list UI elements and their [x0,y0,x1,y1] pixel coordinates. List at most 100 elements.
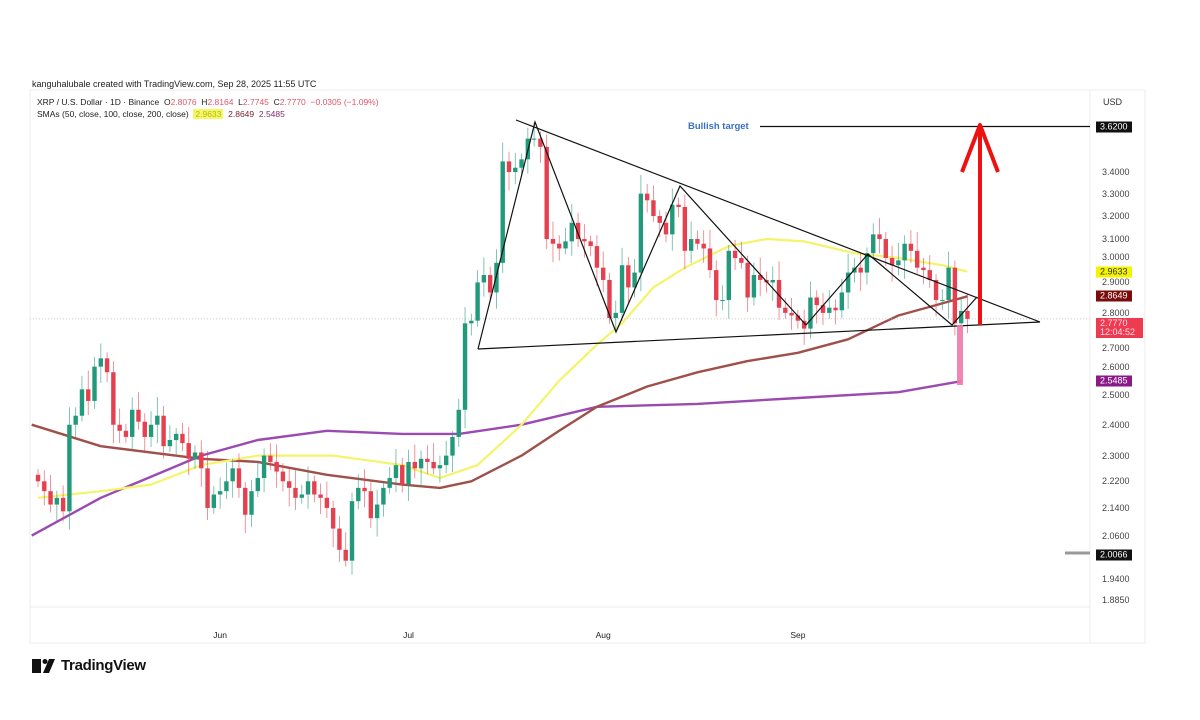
candle-body [619,265,625,313]
candle-down [199,440,204,487]
candle-body [877,234,882,240]
candle-body [538,138,543,147]
candle-up [456,398,461,447]
candle-up [54,490,60,521]
candle-body [462,323,468,410]
candle-up [406,449,411,501]
candle-body [544,146,549,240]
candle-body [682,206,688,251]
candle-body [167,440,173,447]
time-tick-label: Jul [403,630,414,640]
low-value: 2.7745 [242,97,269,107]
candle-up [619,247,625,321]
candle-body [732,250,738,258]
last-price-value: 2.7770 [1100,317,1128,328]
candle-body [418,458,424,469]
candle-up [827,290,832,319]
candle-up [305,466,311,509]
candle-down [695,230,700,250]
high-label: H [201,97,208,107]
price-tick-label: 2.2200 [1102,476,1130,487]
candle-down [274,444,279,488]
candle-body [827,307,832,313]
chart-frame [29,89,1146,644]
candle-body [588,241,593,247]
candle-up [261,448,267,493]
candle-body [368,491,374,519]
candle-up [167,425,173,453]
candle-body [889,257,895,266]
candle-down [701,230,706,263]
sma50-value: 2.9633 [193,109,224,119]
candle-up [349,492,355,575]
candle-body [946,267,951,301]
tradingview-logo[interactable]: TradingView [32,657,146,674]
candle-body [54,497,60,505]
candle-down [732,239,738,271]
candle-body [148,424,154,437]
candle-body [305,481,311,495]
candle-up [230,458,235,498]
candle-body [35,474,41,482]
candle-down [594,235,600,287]
candle-body [318,494,323,498]
candle-down [858,252,863,292]
candle-down [965,293,970,334]
candle-down [487,266,493,301]
candle-up [92,356,97,409]
candle-body [858,267,863,273]
candle-down [663,211,669,243]
currency-label: USD [1103,97,1123,107]
candle-up [437,455,443,483]
candle-down [676,197,681,217]
candle-up [393,448,399,493]
triangle-lower-trendline [477,321,1041,350]
candle-body [211,494,217,508]
candle-body [707,248,713,271]
sma-line-sma200 [31,380,962,537]
candle-down [588,235,593,257]
symbol-legend[interactable]: XRP / U.S. Dollar · 1D · Binance O2.8076… [37,97,379,107]
candle-up [462,307,468,429]
price-tick-label: 1.9400 [1102,574,1130,585]
candle-body [933,279,939,301]
candle-body [48,491,53,505]
candle-down [795,309,801,329]
candle-down [626,256,631,304]
sma-legend[interactable]: SMAs (50, close, 100, close, 200, close)… [37,109,285,119]
candle-down [412,444,417,479]
candle-body [644,193,650,201]
candle-up [130,397,135,452]
candle-up [67,407,72,530]
candle-up [356,474,361,510]
candle-body [349,501,355,561]
candle-down [324,481,330,518]
candle-up [494,249,499,309]
price-tick-label: 3.0000 [1102,251,1130,262]
candle-body [676,204,681,207]
candle-body [663,222,669,235]
candle-body [236,468,242,488]
candle-body [92,366,97,401]
candle-up [211,486,217,514]
candle-body [381,487,386,505]
candle-up [299,484,304,504]
candle-body [406,461,411,485]
open-value: 2.8076 [170,97,197,107]
price-tick-label: 2.3000 [1102,450,1130,461]
candle-body [324,497,330,508]
candle-down [117,408,122,443]
triangle-upper-trendline [515,119,1041,323]
candle-body [79,389,85,416]
candle-down [921,257,926,285]
candle-body [280,471,286,482]
price-tag-bullish-target: 3.6200 [1096,121,1132,132]
candle-up [224,462,229,500]
candle-down [707,229,713,279]
candle-down [550,221,556,263]
candle-up [481,257,487,297]
candle-body [871,234,876,254]
candle-down [927,255,932,288]
candle-up [726,245,731,319]
